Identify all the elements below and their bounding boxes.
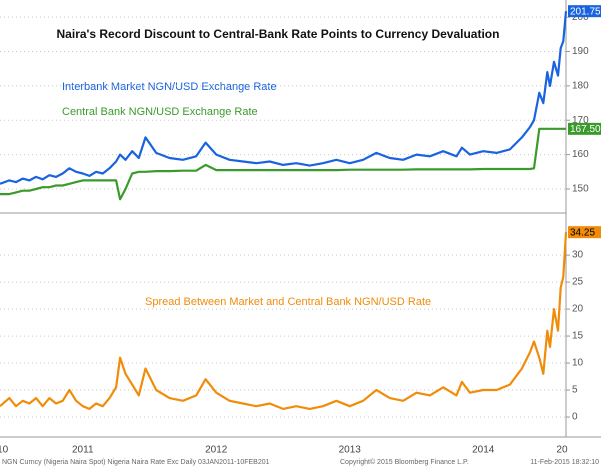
value-label: 201.75 bbox=[570, 6, 601, 17]
y-tick-label: 15 bbox=[572, 331, 584, 342]
footer-text: NGN Curncy (Nigeria Naira Spot) Nigeria … bbox=[2, 459, 270, 466]
y-tick-label: 30 bbox=[572, 250, 584, 261]
x-tick-label: 2014 bbox=[472, 445, 495, 456]
y-tick-label: 20 bbox=[572, 304, 584, 315]
x-tick-label: 2012 bbox=[205, 445, 228, 456]
y-tick-label: 170 bbox=[572, 115, 589, 126]
line bbox=[0, 232, 568, 410]
legend-label: Interbank Market NGN/USD Exchange Rate bbox=[62, 81, 277, 93]
value-label: 167.50 bbox=[570, 124, 601, 135]
y-tick-label: 10 bbox=[572, 358, 584, 369]
y-tick-label: 180 bbox=[572, 81, 589, 92]
y-tick-label: 200 bbox=[572, 12, 589, 23]
value-label: 34.25 bbox=[570, 227, 595, 238]
line bbox=[0, 11, 568, 185]
value-label-box bbox=[568, 122, 601, 135]
line bbox=[0, 127, 566, 201]
value-label-box bbox=[568, 5, 601, 18]
y-tick-label: 5 bbox=[572, 385, 578, 396]
legend-label: Spread Between Market and Central Bank N… bbox=[145, 296, 431, 308]
x-tick-label: 2013 bbox=[339, 445, 362, 456]
y-tick-label: 25 bbox=[572, 277, 584, 288]
x-tick-label: 2011 bbox=[72, 445, 94, 456]
y-tick-label: 150 bbox=[572, 184, 589, 195]
footer-text: Copyright© 2015 Bloomberg Finance L.P. bbox=[340, 458, 469, 466]
legend-label: Central Bank NGN/USD Exchange Rate bbox=[62, 106, 258, 118]
x-tick-label: 10 bbox=[0, 445, 9, 456]
footer-text: 11-Feb-2015 18:32:10 bbox=[530, 459, 599, 466]
y-tick-label: 160 bbox=[572, 149, 589, 160]
x-tick-label: 20 bbox=[556, 445, 568, 456]
value-label-box bbox=[568, 226, 601, 239]
y-tick-label: 0 bbox=[572, 412, 578, 423]
y-tick-label: 190 bbox=[572, 46, 589, 57]
chart-title: Naira's Record Discount to Central-Bank … bbox=[57, 27, 500, 41]
